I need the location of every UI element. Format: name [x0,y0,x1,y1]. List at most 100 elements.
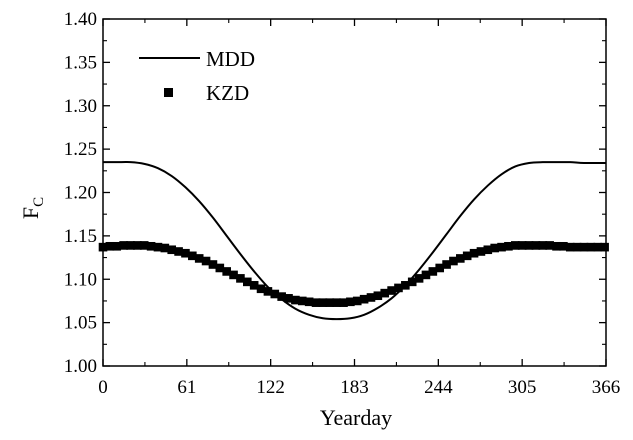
series-point-kzd [359,294,369,304]
x-tick-label: 305 [508,377,537,398]
x-tick-label: 366 [592,377,621,398]
series-point-kzd [119,241,128,250]
series-point-kzd [545,241,554,250]
series-point-kzd [236,274,245,283]
series-point-kzd [380,288,390,298]
x-tick-label: 122 [256,377,285,398]
series-point-kzd [229,270,238,280]
y-tick-label: 1.05 [64,313,97,334]
series-point-kzd [407,277,417,287]
series-point-kzd [291,295,300,305]
series-point-kzd [188,251,197,261]
series-point-kzd [483,245,493,255]
series-point-kzd [339,298,348,307]
series-line-mdd [103,161,607,321]
y-tick-label: 1.30 [64,96,97,117]
series-layer [98,161,609,321]
series-point-kzd [263,287,273,296]
series-point-kzd [194,254,204,263]
y-tick-label: 1.35 [64,52,97,73]
series-point-kzd [311,298,321,307]
series-point-kzd [524,241,534,250]
y-axis-title: FC [18,197,47,219]
series-point-kzd [249,281,259,290]
series-point-kzd [421,270,431,280]
series-point-kzd [222,267,231,276]
series-point-kzd [538,241,548,250]
series-point-kzd [325,298,335,307]
legend-kzd-marker-swatch [164,88,173,97]
x-tick-label: 0 [98,377,108,398]
series-point-kzd [373,291,383,301]
series-point-kzd [414,274,424,283]
series-point-kzd [394,283,403,293]
series-point-kzd [146,241,156,251]
series-point-kzd [181,248,190,258]
series-point-kzd [133,241,142,250]
series-point-kzd [167,245,177,255]
series-point-kzd [139,241,149,250]
series-point-kzd [600,242,609,252]
axis-ticks: 0 61 122 183 244 305 366 1.00 1.05 1.10 1.15 1.20 1.… [64,9,621,398]
series-point-kzd [579,242,589,252]
series-point-kzd [442,260,451,269]
series-point-kzd [215,263,225,273]
series-point-kzd [572,242,582,252]
series-point-kzd [284,294,293,303]
series-point-kzd [531,241,541,250]
y-tick-label: 1.20 [64,183,97,204]
x-tick-label: 61 [177,377,196,398]
y-tick-label: 1.15 [64,226,97,247]
series-point-kzd [208,260,218,269]
series-point-kzd [126,241,135,250]
y-axis-title-sub: C [31,197,47,207]
series-point-kzd [174,247,183,256]
series-point-kzd [449,256,458,266]
series-point-kzd [387,286,396,295]
series-point-kzd [490,243,499,253]
series-point-kzd [456,254,465,263]
legend: MDD KZD [139,47,255,105]
plot-frame [102,18,607,367]
series-point-kzd [201,256,211,266]
x-tick-label: 183 [340,377,369,398]
y-tick-label: 1.25 [64,139,97,160]
series-point-kzd [256,284,266,294]
series-point-kzd [160,243,170,253]
series-point-kzd [559,241,568,251]
series-point-kzd [435,263,445,273]
x-axis-title: Yearday [320,405,392,430]
series-point-kzd [401,281,410,290]
x-tick-label: 244 [424,377,453,398]
series-point-kzd [270,289,280,299]
series-point-kzd [517,241,527,250]
series-point-kzd [346,297,355,307]
legend-mdd-label: MDD [206,47,255,71]
series-point-kzd [297,296,307,306]
y-tick-label: 1.40 [64,9,97,30]
y-axis-title-main: F [18,207,43,219]
series-point-kzd [332,298,341,307]
series-point-kzd [318,298,328,307]
series-point-kzd [105,241,115,251]
series-point-kzd [462,251,472,261]
series-point-kzd [98,242,108,252]
series-point-kzd [504,241,513,251]
series-point-kzd [428,267,438,276]
y-tick-label: 1.10 [64,269,97,290]
series-point-kzd [112,241,122,251]
series-point-kzd [366,293,376,302]
series-point-kzd [352,296,362,306]
series-point-kzd [153,242,163,252]
series-point-kzd [497,242,506,252]
y-tick-label: 1.00 [64,356,97,377]
series-point-kzd [304,297,314,307]
series-point-kzd [476,247,486,256]
series-point-kzd [565,242,575,252]
series-point-kzd [552,241,561,251]
series-point-kzd [277,292,286,301]
series-point-kzd [511,241,520,250]
legend-kzd-label: KZD [206,81,249,105]
